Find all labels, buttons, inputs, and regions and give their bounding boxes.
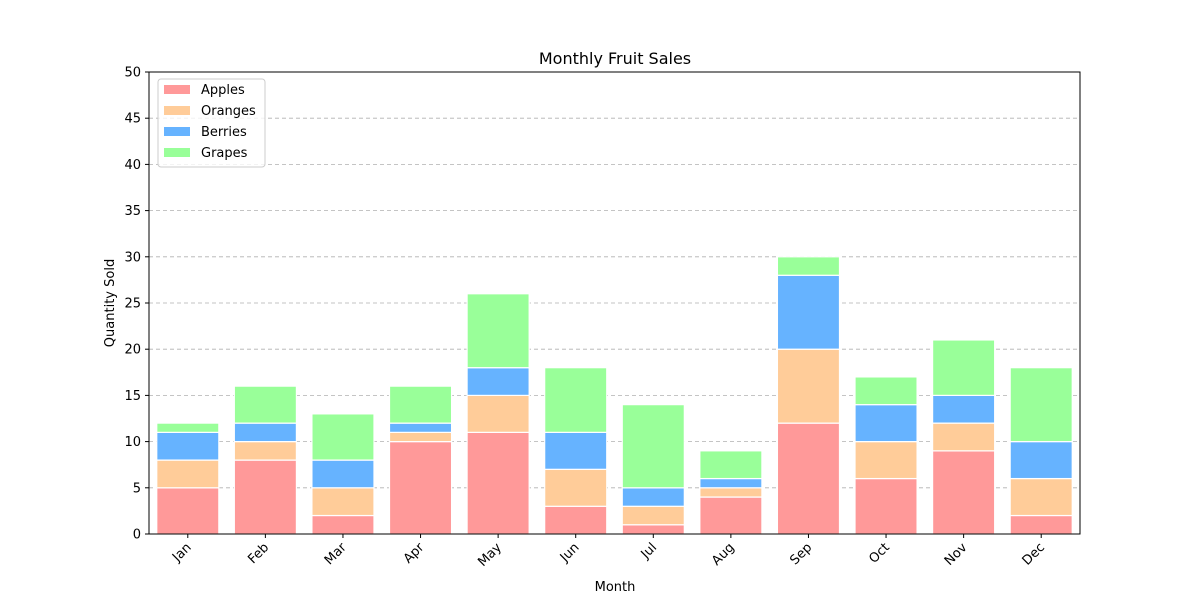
y-tick-label: 40: [124, 158, 141, 173]
bar-berries-aug: [699, 477, 763, 489]
bar-berries-jul: [621, 487, 685, 507]
chart-title: Monthly Fruit Sales: [539, 49, 691, 68]
bar-berries-jan: [156, 431, 220, 461]
x-tick-label: Sep: [787, 540, 815, 568]
legend-label-apples: Apples: [201, 83, 245, 98]
legend-swatch-berries: [164, 127, 190, 136]
bar-oranges-jul: [621, 505, 685, 526]
y-axis-label: Quantity Sold: [103, 259, 118, 347]
y-tick-label: 0: [133, 528, 141, 543]
y-tick-label: 10: [124, 435, 141, 450]
bar-berries-dec: [1009, 441, 1073, 480]
bar-berries-feb: [233, 422, 298, 443]
legend-label-berries: Berries: [201, 125, 247, 140]
bar-berries-nov: [931, 394, 996, 424]
x-tick-label: Mar: [322, 540, 350, 568]
x-tick-label: Dec: [1020, 540, 1048, 568]
bar-apples-jun: [544, 505, 608, 535]
bar-grapes-nov: [931, 339, 996, 396]
bar-grapes-oct: [854, 376, 918, 406]
bar-apples-mar: [311, 514, 375, 535]
bar-oranges-nov: [931, 422, 996, 452]
bar-berries-apr: [388, 422, 453, 433]
legend-label-oranges: Oranges: [201, 104, 256, 119]
x-tick-label: Aug: [709, 540, 738, 569]
bar-grapes-apr: [388, 385, 453, 424]
bar-oranges-sep: [776, 348, 841, 424]
bar-oranges-mar: [311, 487, 375, 517]
bar-apples-may: [466, 431, 530, 535]
bar-oranges-dec: [1009, 477, 1073, 517]
bar-apples-dec: [1009, 514, 1073, 535]
y-tick-label: 35: [124, 204, 141, 219]
x-tick-label: Apr: [401, 540, 428, 567]
legend-swatch-grapes: [164, 148, 190, 157]
bar-berries-mar: [311, 459, 375, 489]
bar-berries-oct: [854, 404, 918, 443]
x-tick-label: Jun: [557, 540, 583, 566]
bar-grapes-jun: [544, 367, 608, 433]
bar-apples-feb: [233, 459, 298, 535]
y-tick-label: 50: [124, 66, 141, 81]
bar-apples-nov: [931, 450, 996, 535]
bar-grapes-dec: [1009, 367, 1073, 443]
legend-swatch-apples: [164, 85, 190, 94]
grid-lines: [149, 117, 1080, 489]
x-tick-label: Feb: [245, 540, 272, 567]
bar-grapes-jul: [621, 404, 685, 489]
bar-apples-apr: [388, 441, 453, 535]
legend: Apples Oranges Berries Grapes: [157, 78, 266, 168]
bar-grapes-may: [466, 293, 530, 369]
y-tick-label: 45: [124, 112, 141, 127]
y-tick-label: 15: [124, 389, 141, 404]
x-tick-label: Jul: [638, 540, 660, 562]
bar-apples-oct: [854, 477, 918, 535]
bar-apples-aug: [699, 496, 763, 535]
bar-apples-jan: [156, 487, 220, 535]
x-tick-label: Jan: [169, 540, 194, 565]
y-tick-label: 30: [124, 250, 141, 265]
bar-oranges-jun: [544, 468, 608, 507]
bar-oranges-apr: [388, 431, 453, 443]
bar-berries-sep: [776, 274, 841, 350]
bar-berries-may: [466, 367, 530, 396]
bar-oranges-feb: [233, 441, 298, 461]
x-axis-label: Month: [595, 580, 636, 595]
y-tick-label: 20: [124, 343, 141, 358]
bar-oranges-aug: [699, 487, 763, 498]
y-axis: 0 5 10 15 20 25 30 35 40 45 50: [124, 66, 149, 543]
bars: [156, 256, 1073, 535]
legend-swatch-oranges: [164, 106, 190, 115]
bar-oranges-may: [466, 394, 530, 433]
bar-grapes-jan: [156, 422, 220, 433]
x-tick-label: Oct: [866, 540, 893, 567]
bar-apples-jul: [621, 524, 685, 535]
y-tick-label: 5: [133, 481, 141, 496]
bar-grapes-sep: [776, 256, 841, 276]
bar-apples-sep: [776, 422, 841, 535]
bar-grapes-aug: [699, 450, 763, 480]
bar-oranges-jan: [156, 459, 220, 489]
x-tick-label: May: [475, 540, 505, 570]
legend-label-grapes: Grapes: [201, 146, 248, 161]
bar-grapes-feb: [233, 385, 298, 424]
x-axis: Jan Feb Mar Apr May Jun Jul Aug Sep Oct Nov Dec: [169, 534, 1048, 570]
legend-box: [157, 78, 266, 168]
y-tick-label: 25: [124, 297, 141, 312]
bar-grapes-mar: [311, 413, 375, 461]
bar-oranges-oct: [854, 441, 918, 480]
x-tick-label: Nov: [942, 540, 971, 569]
bar-berries-jun: [544, 431, 608, 470]
